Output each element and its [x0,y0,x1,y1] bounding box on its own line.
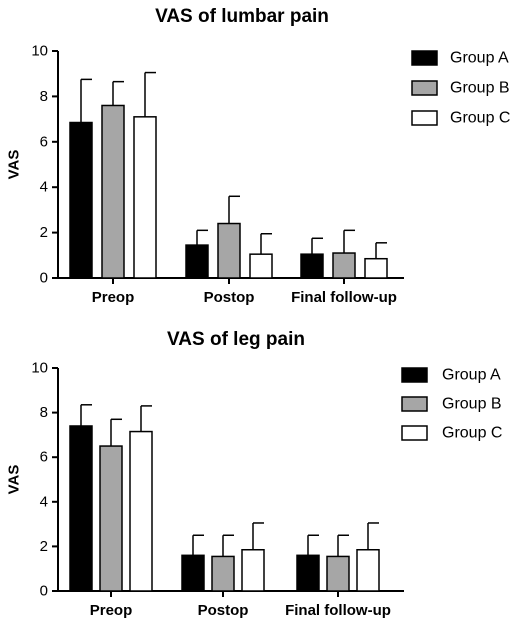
y-tick-label: 8 [40,404,48,421]
legend-swatch [401,396,428,412]
x-tick-label: Preop [90,602,133,619]
bar [332,252,356,279]
y-tick-label: 6 [40,133,48,150]
y-tick-label: 8 [40,88,48,105]
y-tick-label: 4 [40,493,48,510]
y-tick-label: 2 [40,538,48,555]
y-axis-label: VAS [6,150,23,180]
chart-panel-1: VAS of lumbar pain VAS 0 2 4 6 8 10 Preop Postop F… [6,6,511,306]
y-tick-label: 10 [31,43,48,60]
y-tick-label: 0 [40,270,48,287]
chart-title: VAS of lumbar pain [155,6,329,27]
bar [129,430,153,592]
bar [249,253,273,279]
bar [69,121,93,279]
x-tick-label: Preop [92,289,135,306]
legend-swatch [401,367,428,383]
y-tick-label: 0 [40,583,48,600]
x-tick-label: Final follow-up [291,289,397,306]
bar [217,222,241,279]
y-tick-label: 2 [40,224,48,241]
bar [364,257,388,279]
bar [356,548,380,592]
legend-label: Group A [450,50,509,67]
chart-title: VAS of leg pain [167,329,305,350]
x-tick-label: Postop [198,602,249,619]
legend-label: Group B [450,80,510,97]
bar [101,104,125,279]
chart-panel-2: VAS of leg pain VAS 0 2 4 6 8 10 Preop Postop Fina… [6,329,503,619]
y-tick-label: 10 [31,360,48,377]
bar [296,554,320,592]
bar [99,445,123,592]
bar [181,554,205,592]
bar [185,244,209,279]
legend-label: Group C [442,425,502,442]
y-tick-label: 6 [40,449,48,466]
bar [300,253,324,279]
x-tick-label: Postop [204,289,255,306]
legend-swatch [411,50,438,66]
bar [69,425,93,592]
y-axis-label: VAS [6,465,23,495]
bar [241,548,265,592]
bar [211,555,235,592]
y-tick-label: 4 [40,179,48,196]
legend-label: Group A [442,367,501,384]
legend-swatch [411,110,438,126]
legend-swatch [401,425,428,441]
bar [133,116,157,279]
legend-swatch [411,80,438,96]
bar [326,555,350,592]
legend-label: Group C [450,110,510,127]
legend-label: Group B [442,396,502,413]
x-tick-label: Final follow-up [285,602,391,619]
